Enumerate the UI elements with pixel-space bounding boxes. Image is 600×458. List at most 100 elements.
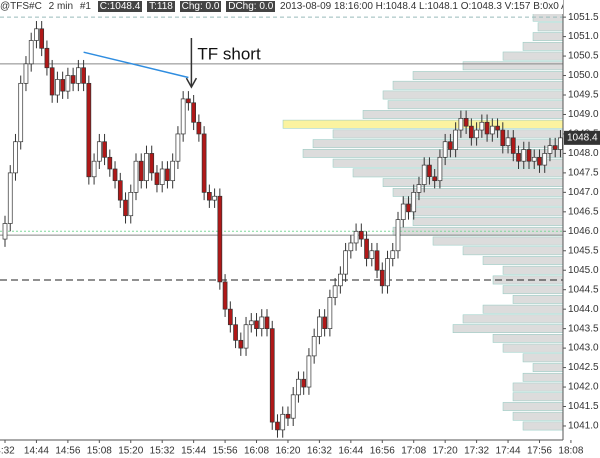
candle-body [379,269,385,287]
candle-body [296,378,301,396]
candle-body [196,121,202,135]
candle-body [463,118,469,127]
candle-body [510,137,516,154]
candle-body [149,153,155,174]
annotation: TF short [197,44,261,63]
candle-body [516,153,521,162]
candle-body [317,316,322,337]
candle-body [2,223,8,240]
candle-body [432,176,438,182]
profile-bar [502,51,564,61]
y-tick-label: 1046.0 [568,226,599,237]
y-tick-label: 1041.0 [568,421,599,432]
candle-body [44,47,50,69]
profile-bar [392,80,564,90]
candle-body [285,413,291,419]
candle-body [448,141,453,150]
candle-body [13,141,18,174]
candle-body [458,118,464,131]
candle-body [500,129,506,146]
x-tick-label: 16:32 [307,446,332,457]
candle-body [327,297,333,329]
x-tick-label: 17:08 [401,446,426,457]
candle-body [39,28,45,49]
profile-bar [522,372,564,382]
x-tick-label: 16:44 [338,446,363,457]
candle-body [112,168,118,182]
candle-body [411,192,417,213]
candle-body [34,28,39,41]
candle-body [65,75,71,92]
candle-body [406,203,411,213]
candle-body [154,172,160,185]
profile-bar [432,236,564,246]
profile-bar [402,197,564,207]
profile-bar [502,402,564,411]
price-axis [563,0,600,440]
candle-body [395,219,401,252]
candle-body [275,421,280,431]
candle-body [91,160,97,178]
candle-body [348,242,354,252]
profile-bar [502,285,564,295]
x-tick-label: 4:32 [0,446,15,457]
profile-bar [412,217,564,226]
candle-body [301,378,307,388]
candle-body [369,250,375,259]
y-tick-label: 1043.0 [568,343,599,354]
y-tick-label: 1044.0 [568,304,599,315]
candle-body [248,320,254,326]
candle-body [353,230,359,244]
candle-body [558,137,563,150]
candle-body [60,79,65,92]
candle-body [364,238,369,259]
x-tick-label: 17:56 [527,446,552,457]
candle-body [207,192,212,201]
candle-body [217,195,223,283]
x-tick-label: 14:56 [55,446,80,457]
candle-body [390,250,396,259]
y-tick-label: 1049.0 [568,109,599,120]
profile-bar [482,304,564,314]
candle-body [552,145,558,150]
profile-bar [522,353,564,363]
candle-body [76,67,81,84]
candle-body [180,98,186,135]
candle-body [479,121,485,131]
y-tick-label: 1041.5 [568,401,599,412]
candle-body [18,82,24,143]
candle-body [123,199,128,217]
candle-body [526,149,532,162]
candle-body [117,180,123,201]
y-tick-label: 1044.5 [568,284,599,295]
bar-info: 2013-08-09 18:16:00 H:1048.4 L:1048.1 O:… [280,1,563,12]
candle-body [7,172,13,224]
candle-body [542,153,548,166]
profile-bar [452,324,564,334]
candle-body [537,156,542,166]
x-tick-label: 17:20 [433,446,458,457]
candle-body [49,67,55,96]
candle-body [55,79,60,96]
profile-bar [412,207,564,217]
y-tick-label: 1047.0 [568,187,599,198]
y-tick-label: 1050.5 [568,51,599,62]
candle-body [233,324,238,341]
profile-bar [512,382,564,392]
candle-body [332,285,338,298]
candle-body [81,67,86,84]
profile-bar [537,22,564,32]
candle-body [201,133,207,193]
candle-body [170,160,176,182]
candle-body [128,192,134,217]
candle-body [259,316,265,329]
profile-bar [532,363,564,372]
candle-body [165,168,170,182]
candle-body [489,125,495,135]
candle-body [159,168,165,185]
header: @TFS#C 2 min #1 C:1048.4 T:118 Chg: 0.0 … [0,0,563,14]
y-tick-label: 1048.0 [568,148,599,159]
profile-bar [412,71,564,80]
candle-body [133,160,139,193]
